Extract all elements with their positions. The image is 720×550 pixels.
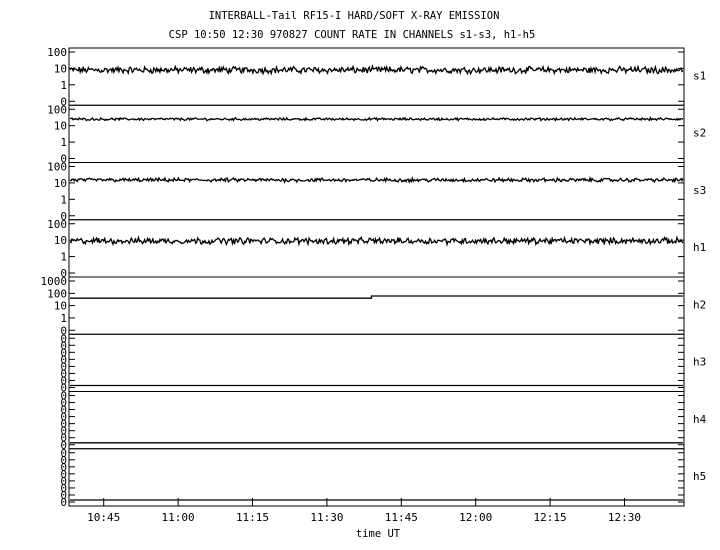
y-tick-label-h2: 100 xyxy=(47,287,67,300)
y-tick-label-h5: 0 xyxy=(60,489,67,502)
series-line-h2 xyxy=(70,295,683,299)
x-tick-label: 12:15 xyxy=(534,511,567,524)
x-tick-label: 11:00 xyxy=(162,511,195,524)
y-tick-label-h3: 0 xyxy=(60,374,67,387)
y-tick-label-h1: 1 xyxy=(60,251,67,264)
y-tick-label-h5: 0 xyxy=(60,454,67,467)
panel-label-h2: h2 xyxy=(693,298,706,311)
y-tick-label-h4: 0 xyxy=(60,411,67,424)
y-tick-label-s2: 0 xyxy=(60,153,67,166)
y-tick-label-h5: 0 xyxy=(60,468,67,481)
x-tick-label: 12:00 xyxy=(459,511,492,524)
y-tick-label-h3: 0 xyxy=(60,367,67,380)
y-tick-label-h4: 0 xyxy=(60,390,67,403)
panel-frame-s1 xyxy=(68,47,685,106)
y-tick-label-h2: 10 xyxy=(54,300,67,313)
x-axis: 10:45 11:00 11:15 11:30 11:45 12:00 12:15 12:30 xyxy=(87,498,641,524)
y-tick-label-s3: 10 xyxy=(54,177,67,190)
y-tick-label-s3: 0 xyxy=(60,210,67,223)
y-tick-label-h1: 0 xyxy=(60,267,67,280)
panel-label-h5: h5 xyxy=(693,470,706,483)
y-tick-label-h2: 1 xyxy=(60,312,67,325)
y-tick-label-h3: 0 xyxy=(60,382,67,395)
y-tick-label-s2: 100 xyxy=(47,103,67,116)
y-tick-label-h1: 10 xyxy=(54,234,67,247)
x-tick-label: 11:15 xyxy=(236,511,269,524)
y-tick-label-h4: 0 xyxy=(60,418,67,431)
panel-label-s3: s3 xyxy=(693,184,706,197)
y-tick-label-h2: 1000 xyxy=(41,275,68,288)
y-tick-label-s2: 1 xyxy=(60,136,67,149)
y-tick-label-s1: 0 xyxy=(60,95,67,108)
chart-subtitle: CSP 10:50 12:30 970827 COUNT RATE IN CHA… xyxy=(169,29,536,41)
panel-frame-h5 xyxy=(68,448,685,507)
y-tick-label-h5: 0 xyxy=(60,461,67,474)
x-tick-label: 10:45 xyxy=(87,511,120,524)
panels-group: 1001010s11001010s21001010s31001010h11000… xyxy=(41,46,707,509)
panel-label-h4: h4 xyxy=(693,413,707,426)
y-tick-label-h1: 100 xyxy=(47,218,67,231)
y-tick-label-h2: 0 xyxy=(60,324,67,337)
panel-label-s2: s2 xyxy=(693,127,706,140)
y-tick-label-s1: 1 xyxy=(60,79,67,92)
y-tick-label-s2: 10 xyxy=(54,120,67,133)
panel-label-s1: s1 xyxy=(693,69,706,82)
panel-frame-s2 xyxy=(68,104,685,163)
panel-frame-h4 xyxy=(68,391,685,450)
x-tick-label: 11:30 xyxy=(310,511,343,524)
y-tick-label-s1: 10 xyxy=(54,62,67,75)
series-line-s2 xyxy=(70,116,684,123)
series-line-s3 xyxy=(69,175,684,184)
y-tick-label-h4: 0 xyxy=(60,397,67,410)
panel-label-h3: h3 xyxy=(693,356,706,369)
y-tick-label-s3: 100 xyxy=(47,161,67,174)
y-tick-label-h4: 0 xyxy=(60,432,67,445)
panel-frame-h2 xyxy=(68,276,685,335)
x-axis-label: time UT xyxy=(356,528,401,540)
panel-frame-h1 xyxy=(68,219,685,278)
y-tick-label-h5: 0 xyxy=(60,482,67,495)
chart-title: INTERBALL-Tail RF15-I HARD/SOFT X-RAY EM… xyxy=(209,10,500,22)
y-tick-label-h3: 0 xyxy=(60,353,67,366)
y-tick-label-h5: 0 xyxy=(60,447,67,460)
y-tick-label-h3: 0 xyxy=(60,339,67,352)
y-tick-label-h3: 0 xyxy=(60,360,67,373)
y-tick-label-h4: 0 xyxy=(60,404,67,417)
x-tick-label: 11:45 xyxy=(385,511,418,524)
panel-label-h1: h1 xyxy=(693,241,706,254)
y-tick-label-h3: 0 xyxy=(60,346,67,359)
y-tick-label-s1: 100 xyxy=(47,46,67,59)
x-tick-label: 12:30 xyxy=(608,511,641,524)
panel-frame-h3 xyxy=(68,333,685,392)
y-tick-label-s3: 1 xyxy=(60,193,67,206)
y-tick-label-h4: 0 xyxy=(60,425,67,438)
y-tick-label-h3: 0 xyxy=(60,332,67,345)
y-tick-label-h4: 0 xyxy=(60,439,67,452)
series-line-h1 xyxy=(69,234,684,247)
y-tick-label-h5: 0 xyxy=(60,496,67,509)
panel-frame-s3 xyxy=(68,162,685,221)
series-line-s1 xyxy=(69,63,684,76)
y-tick-label-h5: 0 xyxy=(60,475,67,488)
